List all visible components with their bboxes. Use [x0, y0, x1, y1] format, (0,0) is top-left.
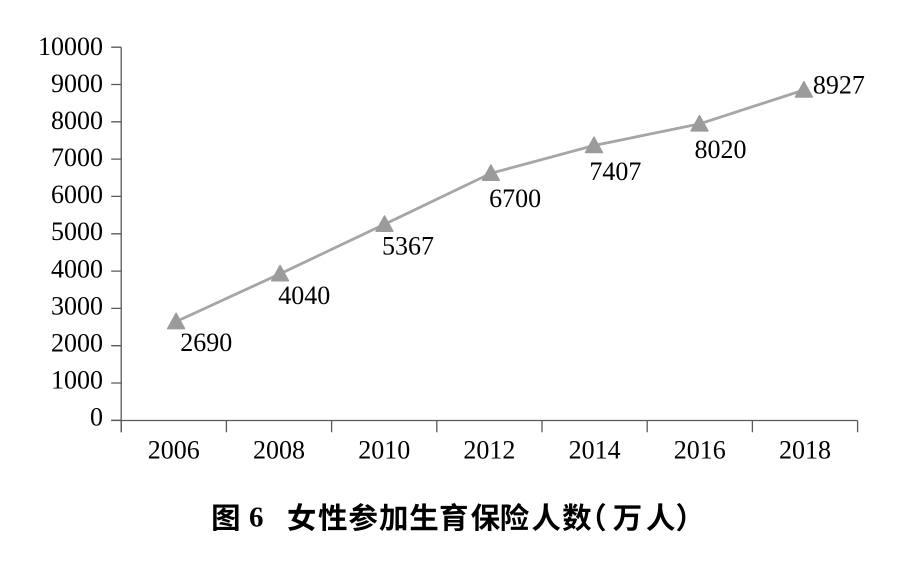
- svg-text:2010: 2010: [358, 435, 410, 464]
- svg-text:10000: 10000: [38, 32, 103, 61]
- svg-text:8000: 8000: [51, 106, 103, 135]
- svg-text:7407: 7407: [589, 157, 641, 186]
- svg-text:5000: 5000: [51, 217, 103, 246]
- svg-text:3000: 3000: [51, 291, 103, 320]
- svg-text:9000: 9000: [51, 69, 103, 98]
- svg-text:0: 0: [90, 402, 103, 431]
- svg-text:8927: 8927: [813, 70, 865, 99]
- svg-text:2014: 2014: [569, 435, 621, 464]
- svg-text:2016: 2016: [674, 435, 726, 464]
- svg-text:8020: 8020: [695, 135, 747, 164]
- svg-text:4000: 4000: [51, 254, 103, 283]
- svg-text:4040: 4040: [278, 281, 330, 310]
- svg-text:6: 6: [249, 502, 264, 534]
- svg-text:6000: 6000: [51, 180, 103, 209]
- svg-text:2008: 2008: [253, 435, 305, 464]
- svg-text:1000: 1000: [51, 365, 103, 394]
- svg-text:2690: 2690: [180, 328, 232, 357]
- svg-text:2000: 2000: [51, 328, 103, 357]
- svg-text:5367: 5367: [382, 232, 434, 261]
- svg-text:2012: 2012: [463, 435, 515, 464]
- svg-text:2018: 2018: [779, 435, 831, 464]
- svg-text:7000: 7000: [51, 143, 103, 172]
- svg-text:2006: 2006: [148, 435, 200, 464]
- svg-text:6700: 6700: [489, 184, 541, 213]
